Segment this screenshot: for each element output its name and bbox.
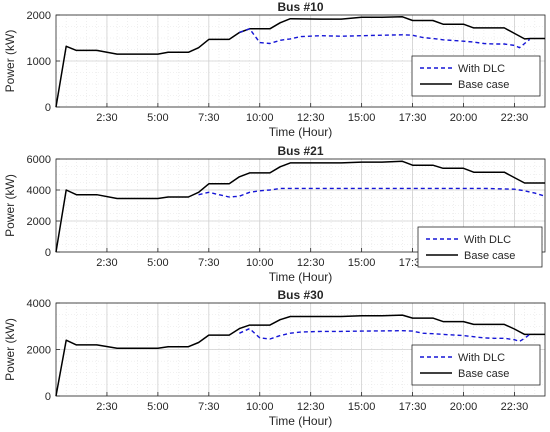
chart-title: Bus #30 (277, 288, 323, 302)
legend-label-base-case: Base case (458, 368, 509, 380)
legend-box (411, 55, 541, 97)
x-axis-label: Time (Hour) (269, 270, 333, 284)
x-tick-label: 5:00 (147, 257, 168, 269)
y-tick-label: 6000 (27, 154, 51, 166)
y-axis-label: Power (kW) (3, 174, 17, 237)
x-tick-label: 20:00 (450, 401, 478, 413)
x-tick-label: 15:00 (348, 401, 376, 413)
y-tick-label: 4000 (27, 298, 51, 310)
x-tick-label: 2:30 (96, 401, 117, 413)
chart-title: Bus #21 (277, 144, 323, 158)
legend: With DLC Base case (411, 55, 541, 97)
axes-box (55, 158, 546, 253)
x-tick-label: 2:30 (96, 257, 117, 269)
x-tick-label: 7:30 (198, 112, 219, 124)
x-tick-label: 20:00 (450, 112, 478, 124)
y-axis-label: Power (kW) (3, 318, 17, 381)
series-line-base-case (55, 16, 545, 108)
x-tick-label: 10:00 (246, 112, 274, 124)
legend: With DLC Base case (411, 344, 541, 386)
chart-panel-3: 2:30 5:00 7:30 10:00 12:30 15:00 17:30 20:00 22:… (3, 288, 546, 428)
x-tick-label: 22:30 (501, 112, 529, 124)
y-tick-label: 0 (45, 247, 51, 259)
y-tick-label: 2000 (27, 345, 51, 357)
chart-panel-2: 2:305:007:3010:0012:3015:0017:3020:0022:… (3, 144, 546, 284)
series-line-base-case (55, 314, 545, 397)
y-tick-label: 4000 (27, 185, 51, 197)
x-tick-label: 12:30 (297, 257, 325, 269)
series-line-with-dlc (239, 327, 531, 343)
legend-label-with-dlc: With DLC (464, 234, 511, 246)
chart-title: Bus #10 (277, 0, 323, 14)
x-tick-label: 7:30 (198, 401, 219, 413)
x-tick-label: 15:00 (348, 112, 376, 124)
x-tick-label: 7:30 (198, 257, 219, 269)
x-tick-label: 5:00 (147, 112, 168, 124)
x-tick-label: 12:30 (297, 401, 325, 413)
legend-label-with-dlc: With DLC (458, 63, 505, 75)
y-tick-label: 0 (45, 391, 51, 403)
legend-label-with-dlc: With DLC (458, 352, 505, 364)
y-tick-label: 2000 (27, 216, 51, 228)
x-tick-label: 2:30 (96, 112, 117, 124)
x-tick-label: 10:00 (246, 401, 274, 413)
series-line-with-dlc (198, 187, 546, 198)
y-tick-label: 2000 (27, 10, 51, 22)
y-tick-label: 0 (45, 102, 51, 114)
legend-box (417, 226, 543, 268)
x-tick-label: 5:00 (147, 401, 168, 413)
legend: With DLC Base case (417, 226, 543, 268)
legend-box (411, 344, 541, 386)
x-axis-label: Time (Hour) (269, 414, 333, 428)
x-tick-label: 17:30 (399, 112, 427, 124)
x-tick-label: 15:00 (348, 257, 376, 269)
chart-panel-1: 2:30 5:00 7:30 10:00 12:30 15:00 17:30 20:00 22:… (3, 0, 546, 139)
legend-label-base-case: Base case (464, 250, 515, 262)
x-tick-label: 12:30 (297, 112, 325, 124)
series-line-with-dlc (239, 28, 531, 49)
x-tick-label: 17:30 (399, 401, 427, 413)
y-axis-label: Power (kW) (3, 30, 17, 93)
legend-label-base-case: Base case (458, 79, 509, 91)
x-axis-label: Time (Hour) (269, 125, 333, 139)
series-line-base-case (55, 160, 545, 253)
x-tick-label: 10:00 (246, 257, 274, 269)
x-tick-label: 22:30 (501, 401, 529, 413)
y-tick-label: 1000 (27, 56, 51, 68)
